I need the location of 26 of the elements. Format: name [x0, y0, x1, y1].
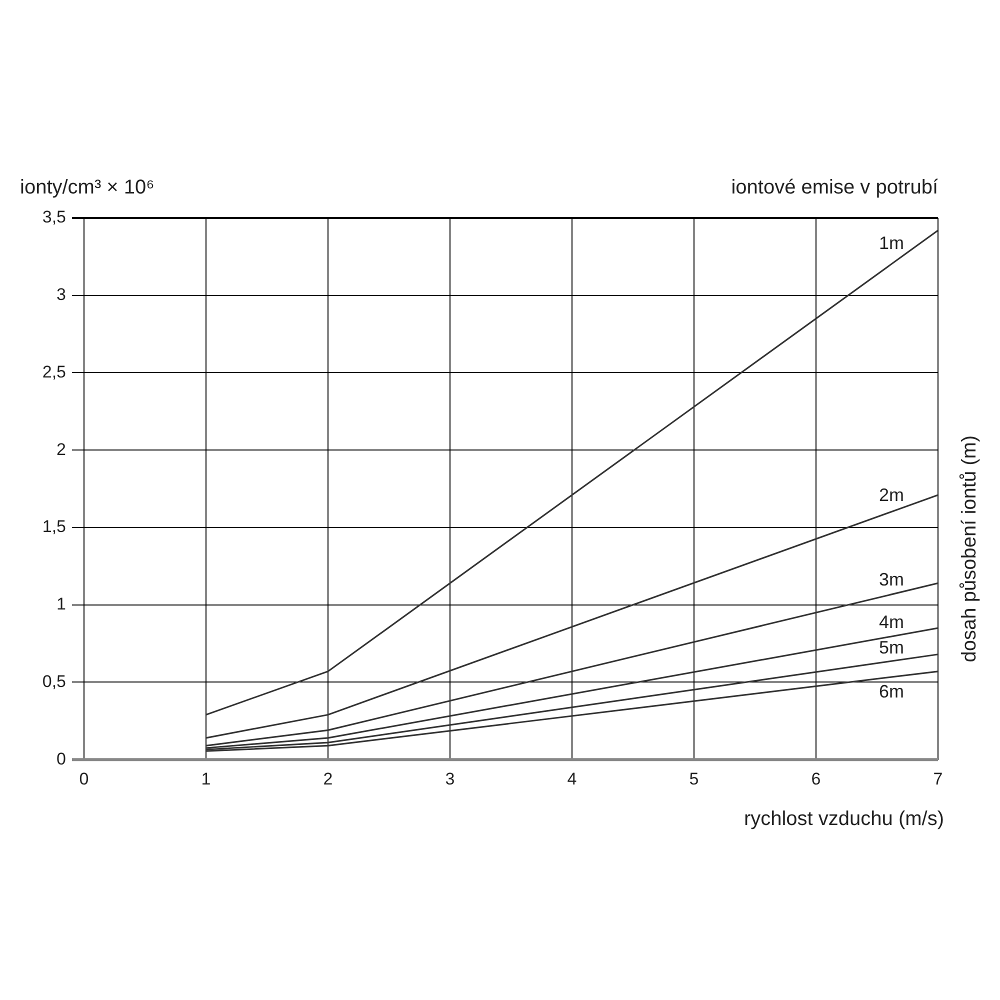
x-tick-label: 7 [933, 769, 943, 788]
x-tick-label: 6 [811, 769, 821, 788]
series-label: 5m [878, 637, 904, 658]
y2-axis-title: dosah působení iontů (m) [958, 435, 981, 662]
series-label: 3m [878, 569, 904, 590]
series-label: 4m [878, 612, 904, 632]
y-axis-title: ionty/cm³ × 10⁶ [20, 176, 154, 199]
y-tick-label: 0 [56, 749, 66, 768]
x-tick-label: 0 [79, 769, 89, 788]
x-tick-label: 3 [445, 769, 455, 788]
y-tick-label: 1,5 [42, 517, 66, 536]
x-axis-title: rychlost vzduchu (m/s) [744, 808, 944, 830]
y-tick-label: 0,5 [42, 672, 66, 691]
y-tick-label: 3 [56, 285, 66, 304]
series-label: 2m [878, 485, 904, 506]
series-label: 1m [878, 232, 904, 253]
x-tick-label: 1 [201, 769, 211, 788]
chart-title: iontové emise v potrubí [731, 176, 938, 199]
y-tick-label: 2,5 [42, 362, 66, 382]
x-tick-label: 5 [689, 769, 699, 788]
x-tick-label: 2 [323, 769, 333, 788]
series-label: 6m [878, 682, 904, 702]
x-tick-label: 4 [567, 769, 577, 788]
y-tick-label: 2 [56, 440, 66, 459]
y-tick-label: 3,5 [42, 208, 66, 227]
y-tick-label: 1 [56, 594, 66, 614]
